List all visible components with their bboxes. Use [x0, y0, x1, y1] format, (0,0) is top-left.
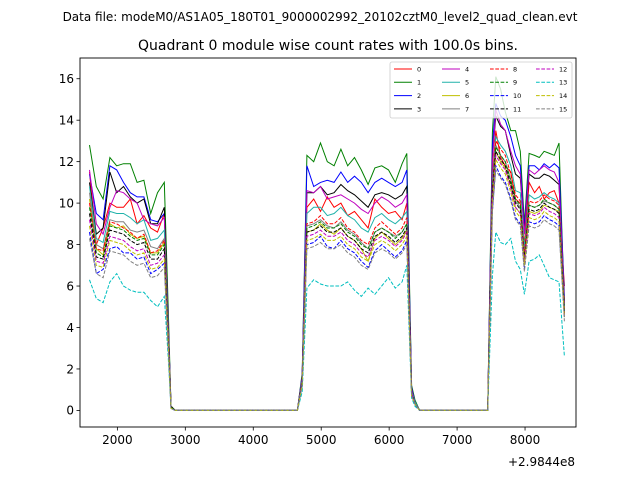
legend-label-9: 9 [513, 79, 517, 87]
series-9 [89, 145, 565, 411]
series-14 [89, 157, 565, 411]
legend-label-14: 14 [559, 92, 567, 100]
x-tick-label: 4000 [238, 433, 269, 447]
legend-label-15: 15 [559, 105, 567, 113]
legend-label-1: 1 [417, 79, 421, 87]
legend-label-5: 5 [465, 79, 469, 87]
y-tick-label: 14 [59, 113, 74, 127]
x-tick-label: 3000 [170, 433, 201, 447]
legend-label-0: 0 [417, 65, 421, 73]
legend-label-13: 13 [559, 79, 567, 87]
y-tick-label: 8 [66, 238, 74, 252]
y-tick-label: 6 [66, 279, 74, 293]
y-axis: 0 2 4 6 8 10 12 14 16 [59, 72, 80, 418]
chart-title: Quadrant 0 module wise count rates with … [138, 38, 518, 54]
series-line-15 [89, 168, 565, 411]
y-tick-label: 2 [66, 362, 74, 376]
x-tick-label: 7000 [442, 433, 473, 447]
y-tick-label: 16 [59, 72, 74, 86]
series-15 [89, 168, 565, 411]
x-offset-label: +2.9844e8 [508, 455, 575, 469]
legend-label-10: 10 [513, 92, 521, 100]
y-tick-label: 0 [66, 404, 74, 418]
legend-label-11: 11 [513, 105, 521, 113]
legend-label-2: 2 [417, 92, 421, 100]
axes-frame [79, 57, 577, 428]
series-line-9 [89, 145, 565, 411]
x-tick-label: 5000 [306, 433, 337, 447]
chart-suptitle: Data file: modeM0/AS1A05_180T01_90000029… [63, 10, 578, 24]
y-tick-label: 4 [66, 321, 74, 335]
y-tick-label: 12 [59, 155, 74, 169]
series-line-14 [89, 157, 565, 411]
x-tick-label: 2000 [102, 433, 133, 447]
legend-box [389, 61, 573, 119]
y-tick-label: 10 [59, 196, 74, 210]
legend-label-12: 12 [559, 65, 567, 73]
x-tick-label: 6000 [374, 433, 405, 447]
legend-label-3: 3 [417, 105, 421, 113]
x-axis: 2000 3000 4000 5000 6000 7000 8000 [102, 427, 540, 447]
x-tick-label: 8000 [510, 433, 541, 447]
legend-label-8: 8 [513, 65, 517, 73]
legend-label-7: 7 [465, 105, 469, 113]
legend-label-6: 6 [465, 92, 469, 100]
legend-label-4: 4 [465, 65, 469, 73]
series-layer [89, 76, 565, 411]
